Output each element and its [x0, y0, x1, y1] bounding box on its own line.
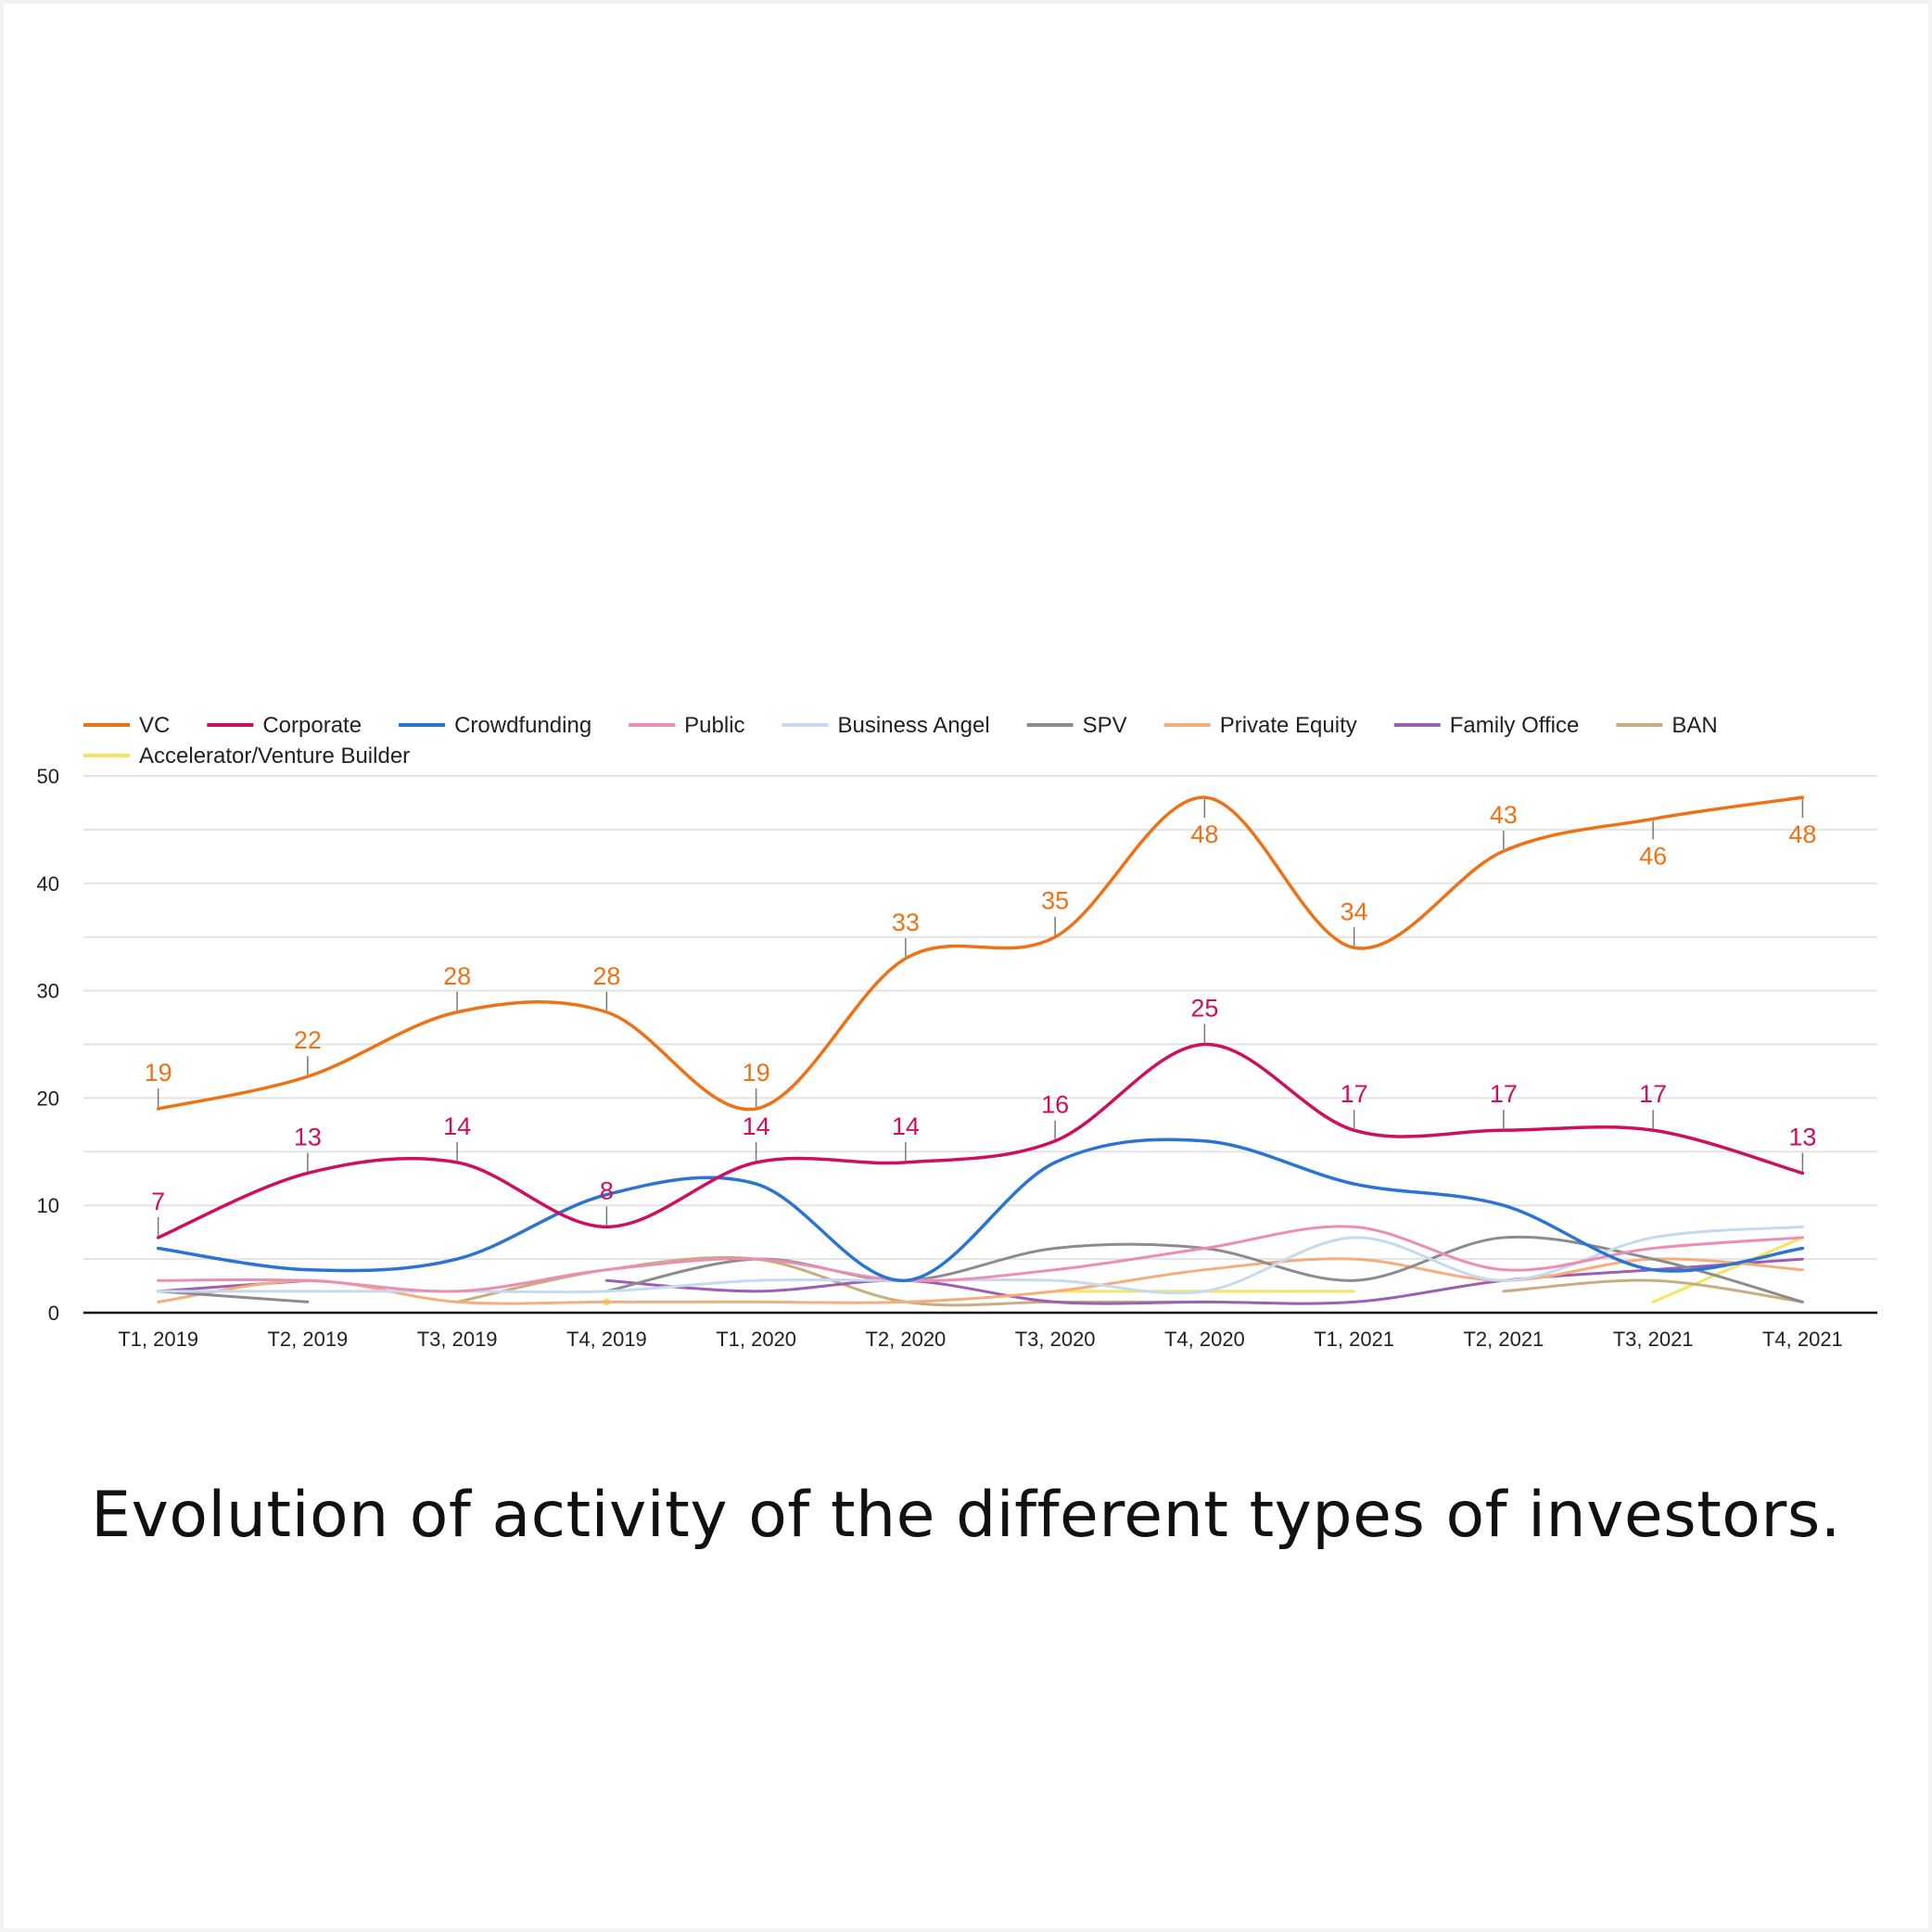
legend-label-accelerator-venture-builder: Accelerator/Venture Builder: [139, 744, 410, 769]
y-tick-label: 50: [37, 765, 59, 788]
data-label-vc: 35: [1041, 887, 1069, 915]
data-label-vc: 34: [1341, 897, 1368, 925]
legend: VC Corporate Crowdfunding Public Business An…: [83, 713, 1718, 769]
data-label-corporate: 8: [600, 1176, 614, 1204]
x-tick-label: T2, 2020: [865, 1328, 946, 1351]
legend-label-vc: VC: [139, 713, 170, 738]
data-label-corporate: 17: [1490, 1080, 1518, 1108]
data-label-corporate: 17: [1341, 1080, 1368, 1108]
x-tick-label: T1, 2019: [118, 1328, 198, 1351]
y-tick-label: 40: [37, 872, 59, 896]
series-line-crowdfunding: [156, 1138, 1805, 1283]
data-label-vc: 46: [1639, 842, 1667, 870]
x-tick-label: T3, 2020: [1015, 1328, 1096, 1351]
y-tick-label: 20: [37, 1087, 59, 1110]
data-label-vc: 28: [592, 962, 620, 990]
legend-label-crowdfunding: Crowdfunding: [454, 713, 591, 738]
data-label-vc: 48: [1190, 820, 1218, 848]
y-tick-label: 0: [48, 1302, 59, 1325]
data-label-corporate: 14: [443, 1112, 471, 1140]
y-tick-label: 10: [37, 1194, 59, 1217]
line-chart: 19 22 28 28 19 33 35 48 34 43 46 48 7 13 14 8 14 14 16 25 17…: [37, 713, 1877, 1351]
data-label-vc: 19: [743, 1059, 770, 1087]
data-label-vc: 28: [443, 962, 471, 990]
legend-label-public: Public: [684, 713, 744, 738]
data-label-corporate: 14: [892, 1112, 920, 1140]
data-label-corporate: 13: [1788, 1123, 1816, 1150]
legend-label-business-angel: Business Angel: [838, 713, 990, 738]
x-tick-label: T1, 2020: [716, 1328, 796, 1351]
series-line-ban: [1502, 1278, 1804, 1303]
x-tick-label: T2, 2019: [267, 1328, 348, 1351]
legend-label-ban: BAN: [1671, 713, 1717, 738]
legend-label-corporate: Corporate: [262, 713, 362, 738]
legend-label-family-office: Family Office: [1450, 713, 1580, 738]
series-line-vc: [156, 795, 1805, 1112]
series-line-accelerator-venture-builder: [1651, 1236, 1804, 1303]
series-line-family-office: [604, 1257, 1804, 1305]
data-label-vc: 48: [1788, 820, 1816, 848]
x-tick-label: T4, 2020: [1164, 1328, 1245, 1351]
chart-frame: [4, 4, 1928, 1928]
legend-label-private-equity: Private Equity: [1220, 713, 1357, 738]
data-label-corporate: 16: [1041, 1091, 1069, 1119]
legend-label-spv: SPV: [1083, 713, 1127, 738]
data-label-corporate: 13: [294, 1123, 322, 1150]
series-layer: [156, 795, 1805, 1307]
data-label-corporate: 14: [743, 1112, 770, 1140]
series-line-public: [157, 1225, 1804, 1293]
x-tick-label: T3, 2019: [417, 1328, 498, 1351]
y-tick-label: 30: [37, 980, 59, 1003]
x-tick-label: T2, 2021: [1463, 1328, 1544, 1351]
series-line-corporate: [156, 1042, 1805, 1239]
data-label-corporate: 17: [1639, 1080, 1667, 1108]
x-tick-label: T4, 2021: [1762, 1328, 1843, 1351]
data-label-corporate: 25: [1190, 995, 1218, 1023]
chart-caption: Evolution of activity of the different t…: [91, 1479, 1841, 1552]
data-label-vc: 22: [294, 1026, 322, 1054]
data-label-vc: 33: [892, 909, 920, 936]
data-label-vc: 43: [1490, 801, 1518, 829]
grid-layer: [83, 775, 1877, 1261]
data-label-corporate: 7: [151, 1188, 165, 1215]
x-tick-label: T4, 2019: [566, 1328, 647, 1351]
x-tick-label: T3, 2021: [1613, 1328, 1694, 1351]
data-label-layer: 19 22 28 28 19 33 35 48 34 43 46 48 7 13 14 8 14 14 16 25 17…: [145, 799, 1816, 1236]
data-label-vc: 19: [145, 1059, 172, 1087]
axis-layer: 0 10 20 30 40 50 T1, 2019 T2, 2019 T3, 2019 T4, 2…: [37, 765, 1877, 1351]
x-tick-label: T1, 2021: [1314, 1328, 1394, 1351]
